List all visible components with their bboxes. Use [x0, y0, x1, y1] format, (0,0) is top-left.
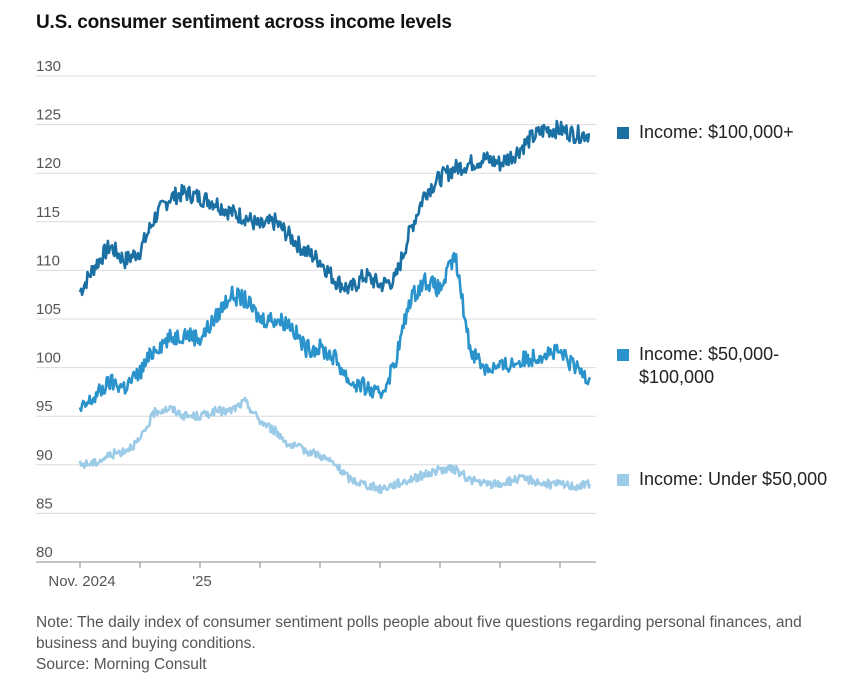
legend-item-high-income: Income: $100,000+: [617, 121, 794, 144]
series-lines: [78, 119, 592, 495]
axis-labels: 80 85 90 95 100 105 110 115 120 125 130: [36, 58, 61, 561]
y-tick-label-105: 105: [36, 301, 61, 318]
legend-label-high-income: Income: $100,000+: [639, 122, 794, 142]
y-tick-label-95: 95: [36, 398, 53, 415]
chart-note: Note: The daily index of consumer sentim…: [36, 614, 802, 652]
legend-item-mid-income: Income: $50,000- $100,000: [617, 343, 779, 389]
y-tick-label-85: 85: [36, 495, 53, 512]
y-tick-label-130: 130: [36, 58, 61, 75]
legend-swatch-high-income: [617, 127, 629, 139]
series-line-2: [78, 396, 592, 495]
y-tick-label-120: 120: [36, 155, 61, 172]
y-tick-label-100: 100: [36, 350, 61, 367]
line-chart: Nov. 2024 '25 80 85 90 95 100 105 110 115 120 125 1…: [36, 58, 596, 590]
x-tick-label-0: Nov. 2024: [48, 573, 115, 590]
y-tick-label-125: 125: [36, 107, 61, 124]
series-line-1: [78, 251, 592, 413]
x-axis-ticks: Nov. 2024 '25: [48, 562, 561, 590]
y-tick-label-115: 115: [36, 204, 60, 221]
y-tick-label-80: 80: [36, 544, 53, 561]
y-tick-label-90: 90: [36, 447, 53, 464]
grid-lines: [36, 75, 596, 563]
chart-title: U.S. consumer sentiment across income le…: [36, 12, 452, 33]
x-tick-label-2: '25: [192, 573, 212, 590]
legend-swatch-low-income: [617, 474, 629, 486]
y-tick-label-110: 110: [36, 252, 60, 269]
chart-source: Source: Morning Consult: [36, 656, 207, 673]
series-line-0: [78, 119, 591, 297]
legend-swatch-mid-income: [617, 349, 629, 361]
legend-label-mid-income: Income: $50,000- $100,000: [639, 344, 780, 387]
legend-item-low-income: Income: Under $50,000: [617, 468, 827, 491]
legend-label-low-income: Income: Under $50,000: [639, 469, 828, 489]
